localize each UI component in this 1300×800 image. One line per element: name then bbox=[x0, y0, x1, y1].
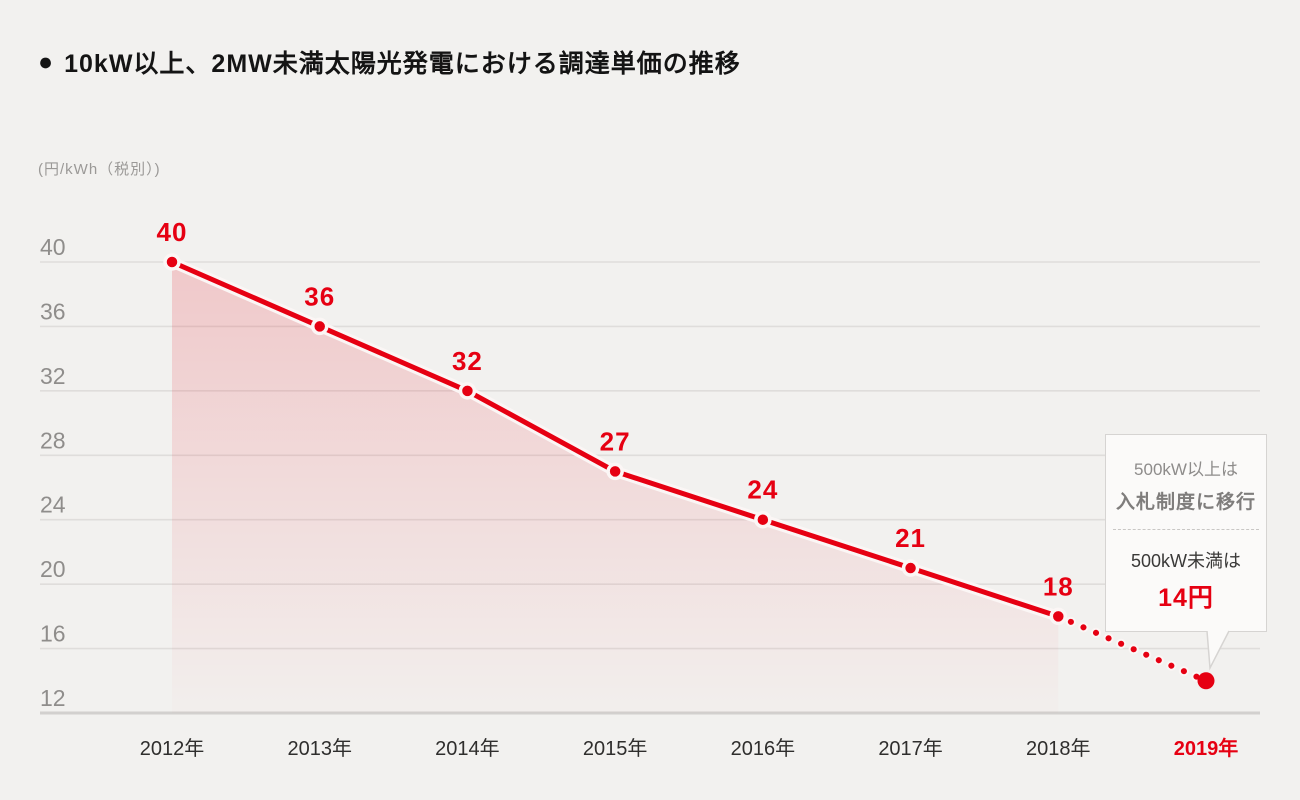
data-point bbox=[310, 317, 329, 336]
y-axis-tick-label: 12 bbox=[40, 685, 66, 711]
y-axis-tick-label: 28 bbox=[40, 427, 66, 453]
value-label: 36 bbox=[304, 281, 335, 311]
x-axis-label: 2019年 bbox=[1174, 736, 1239, 760]
x-axis-label: 2015年 bbox=[583, 737, 648, 760]
y-axis-tick-label: 40 bbox=[40, 234, 66, 260]
page-title-row: ● 10kW以上、2MW未満太陽光発電における調達単価の推移 bbox=[38, 44, 741, 80]
y-axis-tick-label: 32 bbox=[40, 363, 66, 389]
callout-over500-label: 500kW以上は bbox=[1134, 460, 1238, 479]
data-point bbox=[754, 510, 772, 529]
page-title: 10kW以上、2MW未満太陽光発電における調達単価の推移 bbox=[64, 50, 741, 78]
callout-tail-fill bbox=[1207, 630, 1229, 668]
y-axis-tick-label: 36 bbox=[40, 298, 66, 324]
callout-bubble: 500kW以上は 入札制度に移行 500kW未満は 14円 bbox=[1105, 434, 1267, 632]
callout-under500-label: 500kW未満は bbox=[1130, 551, 1242, 571]
value-label: 32 bbox=[452, 346, 483, 376]
value-label: 40 bbox=[157, 217, 188, 247]
data-point bbox=[606, 462, 624, 481]
value-label: 24 bbox=[747, 475, 778, 505]
bullet-icon: ● bbox=[38, 47, 55, 76]
callout-bidding-label: 入札制度に移行 bbox=[1115, 492, 1256, 513]
data-point bbox=[1049, 607, 1068, 626]
value-label: 21 bbox=[895, 523, 926, 553]
x-axis-label: 2014年 bbox=[435, 737, 500, 760]
data-point-forecast bbox=[1197, 672, 1215, 690]
y-axis-tick-label: 20 bbox=[40, 556, 66, 582]
callout-price-value: 14円 bbox=[1158, 584, 1214, 612]
data-point bbox=[901, 559, 920, 577]
value-label: 18 bbox=[1043, 571, 1074, 601]
y-axis-unit-label: (円/kWh（税別）) bbox=[38, 161, 161, 178]
x-axis-label: 2012年 bbox=[140, 737, 205, 760]
data-point bbox=[163, 253, 181, 271]
callout-tail-border bbox=[1206, 630, 1230, 671]
value-label: 27 bbox=[600, 426, 631, 456]
y-axis-tick-label: 16 bbox=[40, 621, 66, 647]
dotted-segment bbox=[1055, 613, 1209, 684]
x-axis-label: 2013年 bbox=[287, 737, 352, 760]
callout-tail bbox=[1206, 630, 1230, 671]
data-point bbox=[458, 382, 477, 400]
y-axis-tick-label: 24 bbox=[40, 492, 66, 518]
x-axis-label: 2016年 bbox=[731, 737, 796, 760]
x-axis-label: 2017年 bbox=[878, 737, 943, 760]
x-axis-label: 2018年 bbox=[1026, 737, 1091, 760]
callout-divider bbox=[1113, 529, 1259, 530]
area-fill bbox=[172, 262, 1059, 713]
